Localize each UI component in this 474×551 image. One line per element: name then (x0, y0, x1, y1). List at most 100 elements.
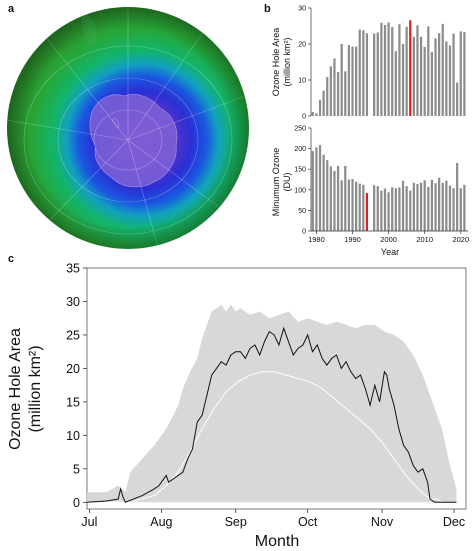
bar (380, 190, 383, 231)
bar (452, 33, 455, 117)
x-tick-label: 1990 (344, 235, 361, 244)
y-tick-label: 10 (298, 78, 306, 85)
chart-b-bottom-yticks: 0 50 100 150 200 250 (294, 126, 312, 236)
bar (398, 187, 401, 231)
bar (438, 33, 441, 117)
bar (351, 46, 354, 116)
bar (315, 147, 318, 231)
bar (394, 51, 397, 117)
chart-c-yticks: 0 5 10 15 20 25 30 35 (66, 262, 87, 510)
x-tick-label: Nov (371, 515, 394, 529)
y-tick-label: 30 (298, 6, 306, 13)
bar (430, 179, 434, 231)
chart-b-bottom-xticks: 1980 1990 2000 2010 2020 (308, 230, 469, 244)
chart-b-top: 0 10 20 30 Ozone Hole Area (million km²) (271, 6, 466, 121)
bar (412, 36, 415, 116)
x-tick-label: Sep (225, 515, 247, 529)
bar (423, 180, 426, 231)
bar (456, 82, 459, 116)
chart-c-yunit: (million km²) (27, 345, 44, 432)
bar (336, 165, 340, 231)
bar (391, 27, 394, 116)
x-tick-label: Dec (443, 515, 465, 529)
x-tick-label: Aug (150, 515, 172, 529)
bar (322, 154, 325, 231)
bar (322, 90, 325, 116)
bar (405, 26, 408, 116)
chart-c-xlabel: Month (255, 533, 299, 550)
bar (419, 36, 423, 116)
bar (427, 186, 430, 231)
bar (344, 71, 347, 116)
bar (347, 179, 351, 231)
y-tick-label: 250 (294, 126, 306, 133)
bar (434, 38, 437, 116)
bar (333, 58, 336, 116)
bar (315, 113, 318, 116)
bar (311, 112, 314, 116)
y-tick-label: 150 (294, 167, 306, 174)
y-tick-label: 100 (294, 187, 306, 194)
bar (373, 33, 376, 117)
y-tick-label: 20 (66, 362, 80, 376)
x-tick-label: Jul (81, 515, 97, 529)
bar (409, 190, 412, 231)
bar (387, 22, 390, 116)
bar (365, 33, 369, 117)
bar (344, 165, 347, 231)
bar (456, 163, 459, 231)
bar (438, 177, 441, 231)
chart-c-ylabel: Ozone Hole Area (7, 328, 24, 450)
bar (448, 45, 452, 116)
y-tick-label: 0 (302, 114, 306, 121)
bar (394, 188, 397, 231)
bar-highlight (365, 193, 369, 231)
bar (387, 192, 390, 231)
bar (311, 151, 314, 231)
x-tick-label: 1980 (308, 235, 325, 244)
bar (441, 182, 444, 231)
bar (333, 170, 336, 231)
bar (401, 44, 405, 116)
bar (427, 26, 430, 116)
bar (340, 180, 343, 231)
bar (430, 51, 434, 116)
bar (383, 188, 387, 231)
x-tick-label: 2010 (416, 235, 433, 244)
chart-b-top-yticks: 0 10 20 30 (298, 6, 312, 121)
bar (412, 182, 415, 231)
bar (401, 180, 405, 231)
y-tick-label: 25 (66, 328, 80, 342)
bar (434, 183, 437, 231)
bar (419, 182, 423, 231)
bar (405, 186, 408, 231)
y-tick-label: 15 (66, 395, 80, 409)
bar (329, 66, 332, 116)
y-tick-label: 0 (302, 229, 306, 236)
bar (380, 22, 383, 116)
bar (445, 41, 448, 117)
bar (318, 144, 322, 231)
bar (376, 32, 379, 117)
bar (329, 166, 332, 231)
y-tick-label: 200 (294, 146, 306, 153)
bar (318, 99, 322, 116)
bar (376, 186, 379, 231)
bar (351, 179, 354, 231)
bar (448, 185, 452, 231)
y-tick-label: 20 (298, 42, 306, 49)
bar (355, 46, 358, 116)
chart-c-current-line (87, 326, 457, 503)
antarctic-ozone-globe (7, 7, 249, 249)
panel-letter-c: c (8, 253, 14, 265)
bar (355, 181, 358, 231)
y-tick-label: 35 (66, 262, 80, 276)
y-tick-label: 30 (66, 295, 80, 309)
bar (463, 184, 466, 231)
chart-b-top-yunit: (million km²) (282, 38, 292, 87)
bar (459, 188, 462, 231)
bar (336, 72, 340, 116)
bar (416, 184, 419, 231)
bar (358, 183, 361, 231)
